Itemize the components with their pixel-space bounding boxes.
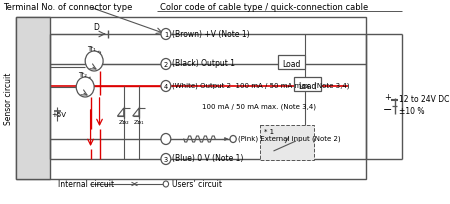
Text: (White) Output 2  100 mA / 50 mA max. (Note 3,4): (White) Output 2 100 mA / 50 mA max. (No…	[172, 82, 350, 89]
Bar	[294, 78, 321, 92]
Text: ±10 %: ±10 %	[399, 107, 424, 116]
Text: Load: Load	[282, 60, 301, 69]
Text: (Brown) +V (Note 1): (Brown) +V (Note 1)	[172, 29, 250, 38]
Text: Color code of cable type / quick-connection cable: Color code of cable type / quick-connect…	[160, 3, 368, 12]
Circle shape	[163, 181, 169, 187]
Text: Users’ circuit: Users’ circuit	[172, 180, 222, 188]
Text: D: D	[93, 22, 99, 31]
Text: 1: 1	[164, 32, 168, 38]
Text: 4: 4	[164, 84, 168, 90]
Text: Tr₁: Tr₁	[87, 46, 96, 52]
Text: 100 mA / 50 mA max. (Note 3,4): 100 mA / 50 mA max. (Note 3,4)	[202, 103, 316, 110]
Text: (Blue) 0 V (Note 1): (Blue) 0 V (Note 1)	[172, 154, 243, 163]
Circle shape	[230, 136, 236, 143]
Text: 2: 2	[164, 62, 168, 68]
Circle shape	[85, 52, 103, 72]
Text: (Pink) External input (Note 2): (Pink) External input (Note 2)	[238, 135, 340, 142]
Text: 12 to 24V DC: 12 to 24V DC	[399, 95, 450, 104]
Text: (Black) Output 1: (Black) Output 1	[172, 59, 235, 68]
Text: Zᴅ₁: Zᴅ₁	[134, 120, 144, 125]
Text: Tr₂: Tr₂	[78, 72, 87, 78]
Bar	[16, 18, 50, 179]
Text: 3: 3	[164, 156, 168, 162]
Bar	[260, 125, 314, 160]
Circle shape	[76, 78, 94, 98]
Text: +: +	[384, 93, 391, 102]
Text: * 1: * 1	[264, 128, 274, 134]
Text: +5V: +5V	[51, 111, 66, 118]
Text: Sensor circuit: Sensor circuit	[4, 72, 13, 125]
Bar	[278, 56, 305, 70]
Circle shape	[161, 134, 171, 145]
Text: Internal circuit: Internal circuit	[58, 180, 114, 188]
Text: Load: Load	[298, 82, 317, 91]
Circle shape	[161, 29, 171, 40]
Circle shape	[161, 81, 171, 92]
Circle shape	[161, 154, 171, 165]
Bar	[16, 18, 366, 179]
Text: Zᴅ₂: Zᴅ₂	[118, 120, 129, 125]
Text: Terminal No. of connector type: Terminal No. of connector type	[3, 3, 132, 12]
Text: −: −	[382, 104, 392, 114]
Circle shape	[161, 59, 171, 70]
